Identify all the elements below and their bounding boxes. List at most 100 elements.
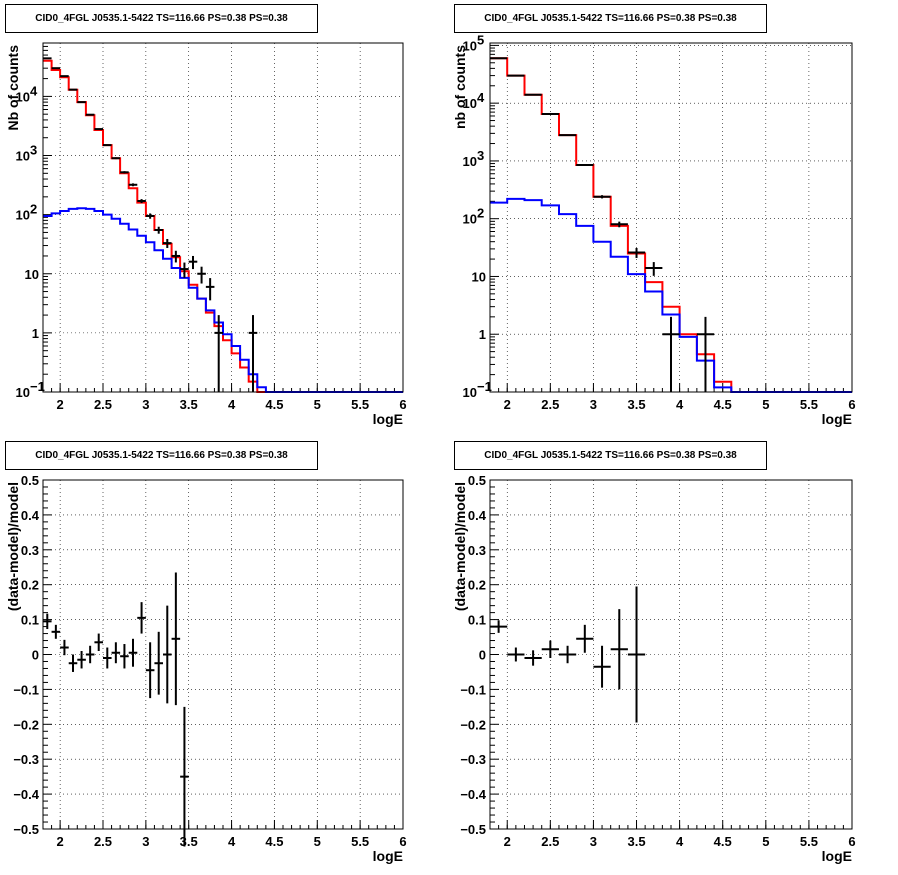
data-point xyxy=(120,644,129,669)
panel-title-2: CID0_4FGL J0535.1-5422 TS=116.66 PS=0.38… xyxy=(454,4,767,33)
data-point xyxy=(120,171,129,174)
data-point xyxy=(490,620,508,633)
y-axis-label: nb of counts xyxy=(452,45,468,129)
x-tick-label: 2.5 xyxy=(94,397,112,412)
y-tick-exponent: −1 xyxy=(30,379,45,394)
data-point xyxy=(180,262,189,278)
data-point xyxy=(171,250,181,263)
data-point xyxy=(197,266,206,284)
series-line-2 xyxy=(43,207,403,393)
data-point xyxy=(128,183,138,187)
data-point xyxy=(524,650,542,666)
y-tick-label: 0 xyxy=(479,648,486,663)
x-tick-label: 3 xyxy=(590,834,597,849)
y-tick-label: 0.5 xyxy=(468,473,486,488)
panel-title-4: CID0_4FGL J0535.1-5422 TS=116.66 PS=0.38… xyxy=(454,441,767,470)
data-point xyxy=(85,645,95,664)
y-tick-label: 1 xyxy=(32,326,39,341)
x-tick-label: 5 xyxy=(314,397,321,412)
y-tick-exponent: 2 xyxy=(30,202,37,217)
data-point xyxy=(60,639,69,656)
y-tick-label: −0.3 xyxy=(13,752,39,767)
y-tick-label: 10 xyxy=(25,267,39,282)
y-tick-exponent: 4 xyxy=(30,83,38,98)
x-tick-label: 2.5 xyxy=(541,397,559,412)
y-axis-label: (data-model)/model xyxy=(5,482,21,611)
x-tick-label: 4 xyxy=(228,397,236,412)
x-tick-label: 5 xyxy=(762,834,769,849)
x-tick-label: 2 xyxy=(57,397,64,412)
x-tick-label: 4 xyxy=(228,834,236,849)
data-point xyxy=(558,645,577,664)
x-tick-label: 3 xyxy=(142,834,149,849)
data-point xyxy=(103,144,112,147)
y-axis-label: Nb of counts xyxy=(5,45,21,131)
data-point xyxy=(248,315,258,392)
data-point xyxy=(627,586,646,723)
x-tick-label: 4.5 xyxy=(265,834,283,849)
data-point xyxy=(85,113,95,116)
y-tick-exponent: 5 xyxy=(477,32,484,47)
y-tick-label: 0.1 xyxy=(468,613,486,628)
data-point xyxy=(111,157,121,160)
data-point xyxy=(68,654,78,672)
x-tick-label: 2 xyxy=(504,834,511,849)
x-tick-label: 3 xyxy=(590,397,597,412)
y-tick-label: −0.2 xyxy=(13,717,39,732)
panel-title-3: CID0_4FGL J0535.1-5422 TS=116.66 PS=0.38… xyxy=(5,441,318,470)
data-point xyxy=(137,199,146,204)
data-point xyxy=(593,195,611,199)
y-tick-label: −0.2 xyxy=(460,717,486,732)
data-point xyxy=(205,278,215,301)
y-tick-label: 1 xyxy=(479,327,486,342)
y-tick-exponent: 3 xyxy=(477,148,484,163)
data-point xyxy=(610,221,628,228)
y-tick-label: 0.5 xyxy=(21,473,39,488)
y-tick-exponent: 4 xyxy=(477,90,485,105)
x-tick-label: 4 xyxy=(676,397,684,412)
data-point xyxy=(43,613,52,630)
panel-4: 2 2.5 3 3.5 4 4.5 5 5.5 6 −0.5 −0.4 −0.3 −0.2 −0.1 0 0.… xyxy=(452,473,856,864)
y-tick-label: 0 xyxy=(32,648,39,663)
data-point xyxy=(645,262,663,276)
x-tick-label: 6 xyxy=(399,834,406,849)
y-tick-label: −0.1 xyxy=(460,682,486,697)
x-tick-label: 3 xyxy=(142,397,149,412)
data-point xyxy=(77,101,86,104)
y-tick-label: 0.4 xyxy=(468,508,487,523)
series-line-1 xyxy=(43,59,403,393)
y-tick-label: 10 xyxy=(16,208,30,223)
data-point xyxy=(541,112,559,115)
plot-frame xyxy=(489,42,853,393)
y-tick-label: 10 xyxy=(16,89,30,104)
y-tick-label: 10 xyxy=(463,38,477,53)
x-tick-label: 3.5 xyxy=(180,834,198,849)
data-point xyxy=(558,134,577,137)
data-point xyxy=(214,315,223,392)
x-axis-label: logE xyxy=(373,411,403,427)
y-tick-label: 0.2 xyxy=(21,578,39,593)
y-tick-label: −0.4 xyxy=(13,787,39,802)
x-tick-label: 5.5 xyxy=(800,397,818,412)
panel-title-1: CID0_4FGL J0535.1-5422 TS=116.66 PS=0.38… xyxy=(5,4,318,33)
data-point xyxy=(180,706,189,847)
data-point xyxy=(541,640,559,658)
data-point xyxy=(576,164,594,167)
plot-frame xyxy=(42,479,404,830)
y-tick-label: 0.3 xyxy=(21,543,39,558)
y-tick-exponent: 2 xyxy=(477,206,484,221)
data-point xyxy=(507,647,525,662)
y-axis-label: (data-model)/model xyxy=(452,482,468,611)
x-tick-label: 5.5 xyxy=(351,834,369,849)
plot-frame xyxy=(42,42,404,393)
x-tick-label: 4.5 xyxy=(714,397,732,412)
x-tick-label: 4.5 xyxy=(265,397,283,412)
x-tick-label: 6 xyxy=(848,834,855,849)
x-tick-label: 6 xyxy=(848,397,855,412)
x-tick-label: 5 xyxy=(762,397,769,412)
data-point xyxy=(94,633,103,652)
y-tick-exponent: 3 xyxy=(30,143,37,158)
data-point xyxy=(77,651,86,669)
y-tick-label: 10 xyxy=(16,149,30,164)
